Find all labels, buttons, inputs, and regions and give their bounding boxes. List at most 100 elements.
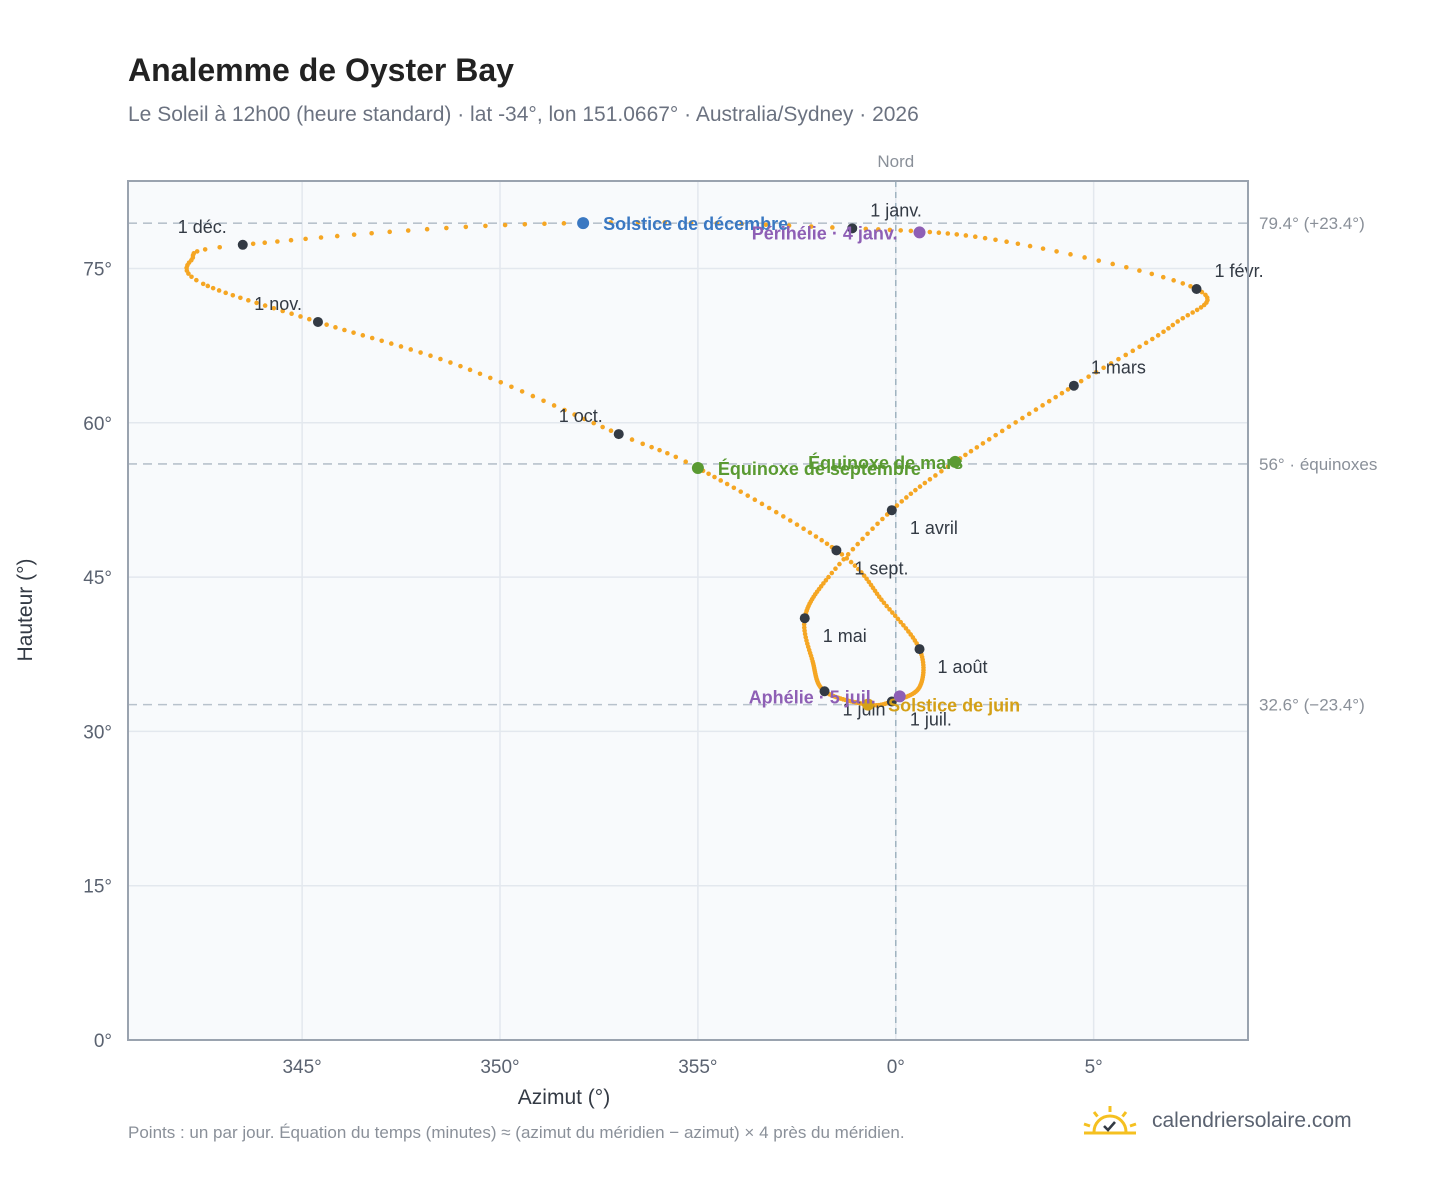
analemma-day-point	[522, 222, 528, 227]
analemma-day-point	[483, 223, 488, 229]
special-point-apsis	[913, 226, 926, 239]
analemma-day-point	[202, 247, 208, 252]
analemma-day-point	[1175, 319, 1180, 324]
analemma-day-point	[826, 574, 831, 580]
y-tick-label: 45°	[83, 568, 112, 589]
month-marker-label: 1 août	[938, 657, 988, 677]
analemma-day-point	[850, 546, 856, 552]
analemma-day-point	[1053, 394, 1058, 400]
analemma-day-point	[217, 244, 223, 250]
month-marker	[847, 223, 858, 234]
analemma-day-point	[766, 505, 772, 511]
analemma-day-point	[894, 503, 900, 508]
analemma-day-point	[298, 314, 303, 319]
analemma-day-point	[1180, 315, 1186, 321]
month-marker	[886, 505, 897, 516]
month-marker	[799, 613, 810, 624]
analemma-day-point	[945, 231, 951, 236]
analemma-day-point	[351, 232, 357, 237]
analemma-day-point	[844, 556, 850, 561]
analemma-day-point	[824, 541, 830, 547]
analemma-day-point	[673, 454, 679, 460]
analemma-day-point	[773, 509, 779, 515]
month-marker-label: 1 févr.	[1215, 261, 1264, 281]
analemma-day-point	[1108, 361, 1114, 366]
month-marker	[237, 239, 248, 250]
analemma-day-point	[458, 363, 463, 369]
analemma-day-point	[448, 360, 453, 365]
analemma-day-point	[262, 240, 268, 245]
analemma-day-point	[856, 566, 861, 572]
analemma-day-point	[875, 227, 881, 232]
analemma-day-point	[387, 229, 392, 235]
analemma-day-point	[808, 224, 814, 229]
analemma-day-point	[892, 613, 898, 619]
analemma-day-point	[189, 274, 194, 280]
month-marker-label: 1 sept.	[854, 558, 908, 578]
analemma-day-point	[845, 552, 851, 557]
analemma-day-point	[1082, 255, 1087, 260]
special-point-label: Solstice de décembre	[603, 214, 788, 234]
analemma-day-point	[1130, 348, 1136, 354]
analemma-day-point	[351, 330, 356, 335]
analemma-day-point	[1059, 390, 1065, 396]
chart-subtitle: Le Soleil à 12h00 (heure standard) · lat…	[128, 103, 919, 126]
analemma-day-point	[1124, 264, 1129, 270]
analemma-day-point	[408, 347, 414, 352]
brand[interactable]: calendriersolaire.com	[1082, 1104, 1352, 1138]
analemma-day-point	[541, 398, 546, 404]
analemma-day-point	[712, 474, 717, 480]
analemma-day-point	[1020, 415, 1025, 421]
analemma-day-point	[933, 473, 938, 478]
analemma-day-point	[608, 220, 613, 225]
analemma-day-point	[502, 222, 508, 228]
analemma-day-point	[908, 491, 914, 497]
analemma-day-point	[801, 526, 806, 532]
chart-footnote: Points : un par jour. Équation du temps …	[128, 1123, 905, 1142]
analemma-day-point	[945, 464, 951, 470]
analemma-day-point	[428, 353, 433, 359]
analemma-day-point	[1143, 340, 1149, 346]
analemma-day-point	[551, 403, 557, 408]
analemma-day-point	[1068, 252, 1073, 257]
x-tick-label: 355°	[678, 1057, 717, 1078]
analemma-day-point	[306, 316, 312, 322]
analemma-day-point	[334, 233, 340, 239]
analemma-day-point	[342, 327, 347, 333]
month-marker	[1068, 380, 1079, 391]
special-point-solstice_dec	[577, 217, 590, 230]
analemma-day-point	[917, 484, 923, 489]
analemma-day-point	[936, 230, 942, 236]
analemma-day-point	[890, 610, 895, 615]
special-point-apsis	[893, 690, 906, 703]
analemma-day-point	[786, 223, 792, 228]
analemma-day-point	[807, 530, 813, 535]
analemma-day-point	[980, 441, 986, 446]
analemma-day-point	[1170, 322, 1176, 328]
analemma-day-point	[1093, 369, 1099, 375]
analemma-day-point	[913, 487, 918, 493]
month-marker-label: 1 oct.	[559, 406, 603, 426]
analemma-day-point	[629, 437, 635, 442]
analemma-day-point	[819, 537, 824, 543]
analemma-day-point	[906, 629, 911, 634]
analemma-day-point	[1004, 239, 1009, 244]
analemma-day-point	[1026, 411, 1032, 417]
analemma-day-point	[542, 221, 547, 227]
analemma-day-point	[262, 303, 268, 308]
analemma-day-point	[1201, 302, 1207, 308]
analemma-day-point	[649, 444, 654, 450]
month-marker-label: 1 juil.	[910, 710, 952, 730]
analemma-day-point	[848, 559, 854, 565]
analemma-day-point	[1149, 271, 1155, 277]
analemma-day-point	[908, 228, 914, 234]
month-marker-label: 1 mars	[1091, 358, 1146, 378]
analemma-day-point	[424, 226, 430, 232]
analemma-day-point	[1078, 378, 1084, 384]
analemma-day-point	[205, 283, 211, 289]
analemma-day-point	[863, 226, 869, 232]
analemma-day-point	[324, 322, 329, 327]
analemma-day-point	[1150, 336, 1155, 342]
analemma-day-point	[860, 536, 865, 542]
